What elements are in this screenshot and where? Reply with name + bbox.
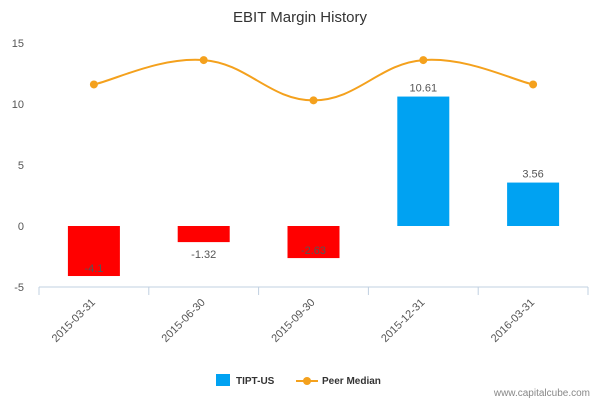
legend[interactable]: TIPT-US Peer Median	[216, 374, 381, 387]
legend-label[interactable]: TIPT-US	[236, 376, 275, 387]
peer-median-point[interactable]	[89, 80, 98, 89]
line-series	[89, 56, 538, 105]
peer-median-point[interactable]	[309, 96, 318, 105]
x-axis: 2015-03-31 2015-06-30 2015-09-30 2015-12-31…	[38, 286, 589, 345]
legend-label[interactable]: Peer Median	[322, 376, 381, 387]
x-tick-label: 2015-12-31	[379, 297, 427, 345]
peer-median-line	[93, 58, 534, 102]
y-tick-label: 5	[18, 160, 24, 172]
y-tick-label: 0	[18, 221, 24, 233]
x-tick-label: 2015-03-31	[50, 297, 98, 345]
x-tick-label: 2015-09-30	[269, 297, 317, 345]
bar[interactable]	[287, 226, 340, 259]
bar[interactable]	[507, 182, 560, 226]
data-labels: -4.1 -1.32 -2.63 10.61 3.56	[84, 83, 543, 275]
peer-median-point[interactable]	[529, 80, 538, 89]
bar[interactable]	[67, 226, 120, 277]
data-label: -2.63	[301, 245, 326, 257]
bar-series	[67, 96, 560, 277]
bar[interactable]	[177, 226, 230, 243]
data-label: 3.56	[522, 169, 543, 181]
y-tick-label: -5	[14, 282, 24, 294]
x-tick-label: 2016-03-31	[489, 297, 537, 345]
data-label: -4.1	[84, 263, 103, 275]
peer-median-point[interactable]	[199, 56, 208, 65]
legend-swatch-bar	[216, 374, 230, 386]
bar[interactable]	[397, 96, 450, 226]
legend-swatch-marker	[303, 377, 311, 385]
data-label: 10.61	[410, 83, 438, 95]
y-tick-label: 15	[12, 38, 24, 50]
data-label: -1.32	[191, 249, 216, 261]
peer-median-point[interactable]	[419, 56, 428, 65]
credit-text[interactable]: www.capitalcube.com	[493, 388, 590, 399]
chart-title: EBIT Margin History	[233, 9, 367, 26]
y-axis: -5 0 5 10 15	[12, 38, 24, 294]
x-tick-label: 2015-06-30	[160, 297, 208, 345]
y-tick-label: 10	[12, 99, 24, 111]
